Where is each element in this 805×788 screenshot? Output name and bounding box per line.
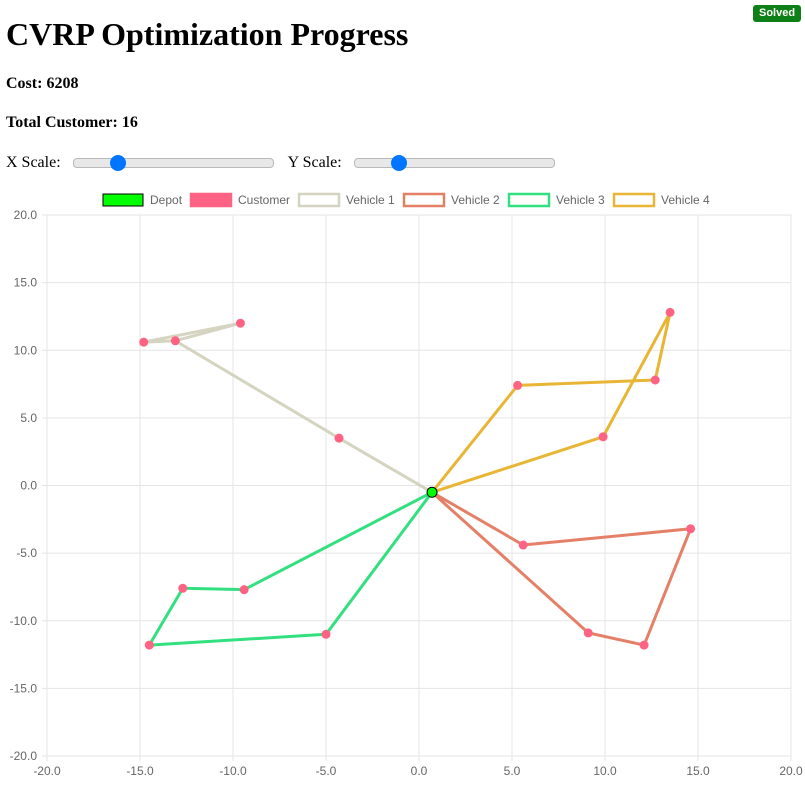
legend-label: Customer — [238, 193, 290, 207]
x-tick-label: 10.0 — [593, 764, 617, 778]
customer-point — [235, 318, 245, 328]
y-tick-label: 0.0 — [20, 479, 37, 493]
customer-point — [598, 432, 608, 442]
legend-label: Vehicle 3 — [556, 193, 605, 207]
route-chart: -20.0 -15.0 -10.0 -5.0 0.0 5.0 10.0 15.0 20.0 20.… — [10, 192, 803, 778]
x-scale-slider[interactable] — [72, 158, 274, 168]
customer-point — [513, 380, 523, 390]
customer-point — [239, 585, 249, 595]
customer-point — [139, 337, 149, 347]
legend-item[interactable]: Vehicle 1 — [297, 192, 395, 208]
x-tick-label: -20.0 — [33, 764, 61, 778]
y-tick-label: 10.0 — [14, 343, 38, 357]
grid — [42, 214, 792, 761]
customer-point — [518, 540, 528, 550]
route-vehicle-2 — [430, 491, 693, 647]
y-tick-label: -15.0 — [10, 681, 38, 695]
legend-swatch — [402, 192, 446, 208]
x-tick-label: -5.0 — [316, 764, 337, 778]
y-scale-label: Y Scale: — [287, 154, 342, 171]
customer-point — [686, 524, 696, 534]
scale-controls: X Scale: Y Scale: — [6, 152, 555, 174]
route-vehicle-3 — [147, 490, 434, 647]
y-tick-label: 5.0 — [20, 411, 37, 425]
depot-point — [426, 486, 438, 498]
legend-item[interactable]: Depot — [102, 193, 183, 207]
legend-label: Depot — [150, 193, 183, 207]
legend-label: Vehicle 1 — [346, 193, 395, 207]
route-vehicle-4 — [430, 310, 672, 494]
x-scale-label: X Scale: — [6, 154, 61, 171]
x-tick-label: -15.0 — [126, 764, 154, 778]
total-customer-label: Total Customer: 16 — [6, 114, 138, 131]
legend-swatch — [102, 193, 144, 207]
y-tick-label: 15.0 — [14, 276, 38, 290]
legend: Depot Customer Vehicle 1 Vehicle 2 Vehicle 3… — [102, 192, 710, 208]
customer-point — [178, 583, 188, 593]
y-tick-label: 20.0 — [14, 208, 38, 222]
cost-label: Cost: 6208 — [6, 75, 79, 92]
customer-point — [583, 628, 593, 638]
x-tick-label: 15.0 — [686, 764, 710, 778]
page-title: CVRP Optimization Progress — [6, 16, 409, 52]
customer-point — [639, 640, 649, 650]
legend-swatch — [189, 192, 233, 208]
customer-point — [321, 629, 331, 639]
status-badge: Solved — [753, 5, 802, 22]
legend-label: Vehicle 4 — [661, 193, 710, 207]
legend-item[interactable]: Vehicle 3 — [507, 192, 605, 208]
customer-point — [334, 433, 344, 443]
x-tick-label: 5.0 — [504, 764, 521, 778]
route-vehicle-1 — [142, 321, 433, 494]
legend-item[interactable]: Vehicle 4 — [612, 192, 710, 208]
y-tick-label: -5.0 — [16, 546, 37, 560]
legend-swatch — [612, 192, 656, 208]
legend-swatch — [297, 192, 341, 208]
x-tick-label: 0.0 — [411, 764, 428, 778]
legend-label: Vehicle 2 — [451, 193, 500, 207]
y-scale-slider[interactable] — [353, 158, 555, 168]
customer-point — [144, 640, 154, 650]
customer-point — [665, 307, 675, 317]
legend-swatch — [507, 192, 551, 208]
customer-point — [170, 336, 180, 346]
y-tick-label: -20.0 — [10, 749, 38, 763]
y-tick-label: -10.0 — [10, 614, 38, 628]
customer-point — [650, 375, 660, 385]
legend-item[interactable]: Vehicle 2 — [402, 192, 500, 208]
x-tick-label: -10.0 — [219, 764, 247, 778]
legend-item[interactable]: Customer — [189, 192, 290, 208]
x-tick-label: 20.0 — [779, 764, 803, 778]
